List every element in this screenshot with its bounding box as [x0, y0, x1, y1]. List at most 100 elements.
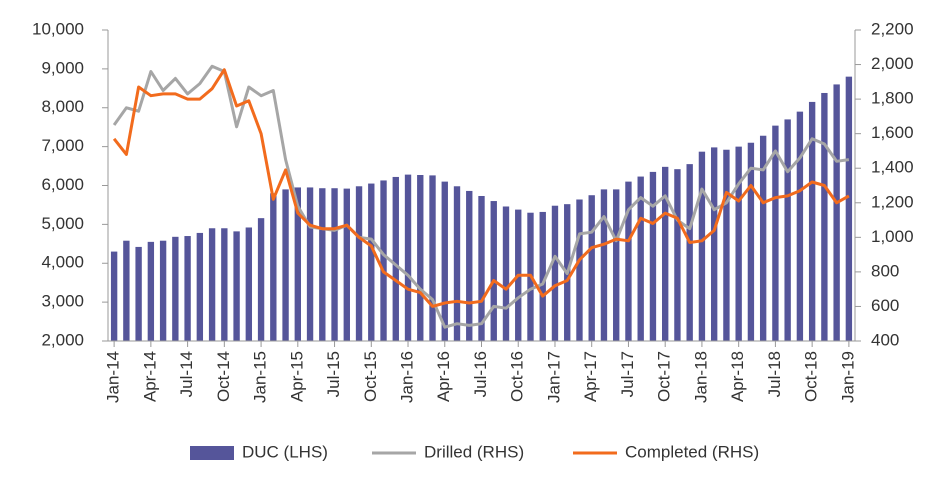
legend-swatch: [190, 446, 234, 460]
bar: [747, 142, 755, 341]
legend-label: Completed (RHS): [625, 442, 759, 461]
y2-tick-label: 1,600: [871, 123, 914, 142]
x-tick-label: Jan-19: [838, 351, 857, 403]
y-tick-label: 9,000: [41, 58, 84, 77]
bar: [343, 188, 350, 341]
bar: [392, 176, 399, 341]
bar: [490, 201, 497, 341]
x-tick-label: Jul-14: [177, 351, 196, 397]
x-tick-label: Apr-17: [581, 351, 600, 402]
y2-tick-label: 2,200: [871, 19, 914, 38]
line: [112, 68, 850, 308]
bar: [123, 240, 130, 341]
y-tick-label: 7,000: [41, 136, 84, 155]
bar: [135, 246, 142, 341]
y2-tick-label: 1,000: [871, 227, 914, 246]
bar: [184, 236, 191, 341]
bar: [159, 240, 167, 341]
x-tick-label: Apr-16: [434, 351, 453, 402]
x-tick-label: Oct-16: [508, 351, 527, 402]
legend-label: Drilled (RHS): [424, 442, 524, 461]
x-tick-label: Oct-18: [802, 351, 821, 402]
bar: [772, 125, 779, 341]
y2-tick-label: 400: [871, 330, 899, 349]
y-tick-label: 6,000: [41, 175, 84, 194]
bar: [233, 231, 240, 341]
bar: [147, 241, 155, 341]
bar: [674, 169, 681, 341]
y2-tick-label: 800: [871, 261, 899, 280]
bar: [282, 189, 289, 341]
bar: [257, 218, 265, 341]
bar: [196, 232, 204, 341]
bar: [662, 166, 669, 341]
bar: [625, 181, 632, 341]
bar: [172, 236, 179, 341]
bar: [319, 188, 326, 341]
bar: [735, 146, 742, 341]
x-tick-label: Apr-14: [140, 351, 159, 402]
bar: [245, 227, 253, 341]
y-tick-label: 5,000: [41, 214, 84, 233]
bar: [110, 251, 118, 341]
bar: [637, 176, 644, 341]
x-tick-label: Oct-14: [214, 351, 233, 402]
x-tick-label: Oct-15: [361, 351, 380, 402]
bar: [576, 199, 583, 341]
bar: [759, 135, 767, 341]
bar: [613, 189, 620, 341]
bar: [478, 195, 485, 341]
x-tick-label: Jan-16: [398, 351, 417, 403]
bar: [845, 76, 853, 342]
bar: [466, 190, 473, 341]
y-tick-label: 2,000: [41, 330, 84, 349]
bar: [796, 111, 804, 341]
x-tick-label: Jan-18: [691, 351, 710, 403]
x-tick-label: Jan-15: [251, 351, 270, 403]
bar: [588, 195, 595, 341]
bar: [698, 151, 706, 341]
bar: [453, 186, 461, 341]
bar: [502, 206, 510, 341]
bar: [380, 180, 387, 341]
x-tick-label: Apr-18: [728, 351, 747, 402]
y-tick-label: 10,000: [32, 19, 84, 38]
bar: [833, 84, 840, 342]
bar: [208, 228, 216, 341]
x-tick-label: Jul-15: [324, 351, 343, 397]
bar: [404, 174, 412, 341]
x-tick-label: Jul-18: [765, 351, 784, 397]
y2-tick-label: 2,000: [871, 54, 914, 73]
bar: [221, 228, 228, 341]
y-tick-label: 8,000: [41, 97, 84, 116]
bar: [539, 211, 546, 341]
bar: [551, 205, 559, 341]
x-tick-label: Jan-17: [544, 351, 563, 403]
x-tick-label: Oct-17: [655, 351, 674, 402]
x-tick-label: Jul-16: [471, 351, 490, 397]
bar: [270, 193, 277, 341]
bar: [355, 186, 363, 341]
bar: [649, 171, 657, 341]
bar: [723, 149, 730, 341]
y-tick-label: 3,000: [41, 292, 84, 311]
bar: [600, 189, 608, 341]
y2-tick-label: 1,400: [871, 158, 914, 177]
y2-tick-label: 600: [871, 296, 899, 315]
y-tick-label: 4,000: [41, 253, 84, 272]
bar: [808, 101, 816, 341]
y2-tick-label: 1,800: [871, 89, 914, 108]
bar: [784, 119, 791, 341]
bar: [710, 147, 718, 341]
line: [112, 64, 850, 329]
bar: [368, 183, 375, 341]
x-tick-label: Apr-15: [287, 351, 306, 402]
bar: [306, 187, 314, 341]
bar: [429, 175, 436, 341]
bar: [294, 187, 301, 341]
bar: [686, 164, 693, 341]
bar: [441, 181, 448, 341]
bar: [331, 188, 338, 341]
x-tick-label: Jul-17: [618, 351, 637, 397]
